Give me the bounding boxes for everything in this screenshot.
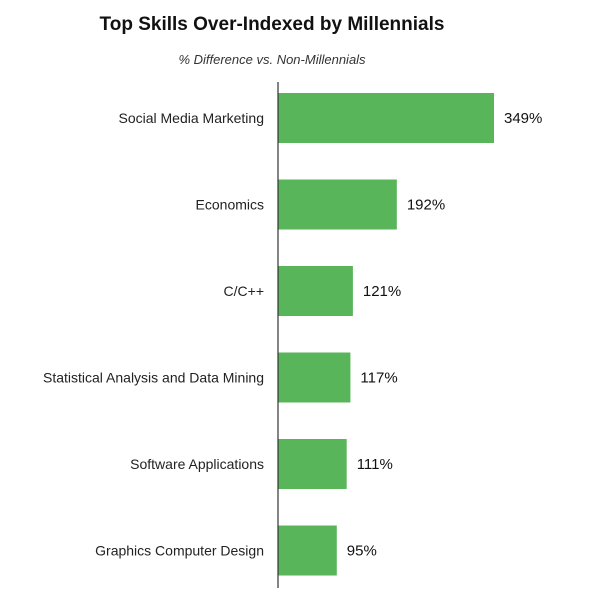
- value-label-2: 121%: [363, 283, 401, 300]
- value-label-1: 192%: [407, 197, 445, 214]
- bar-4: [278, 439, 347, 489]
- category-labels-group: Social Media Marketing Economics C/C++ Stat…: [43, 110, 264, 559]
- value-label-4: 111%: [357, 456, 393, 473]
- category-label-0: Social Media Marketing: [118, 110, 264, 126]
- bar-0: [278, 93, 494, 143]
- category-label-2: C/C++: [224, 283, 264, 299]
- value-labels-group: 349% 192% 121% 117% 111% 95%: [347, 110, 543, 560]
- bar-5: [278, 525, 337, 576]
- category-label-4: Software Applications: [130, 456, 264, 472]
- value-label-0: 349%: [504, 110, 542, 127]
- bars-group: [278, 93, 494, 576]
- category-label-1: Economics: [196, 197, 264, 213]
- value-label-5: 95%: [347, 543, 377, 560]
- value-label-3: 117%: [360, 370, 397, 387]
- category-label-5: Graphics Computer Design: [95, 543, 264, 559]
- bar-1: [278, 179, 397, 230]
- chart-title: Top Skills Over-Indexed by Millennials: [100, 14, 445, 35]
- bar-2: [278, 266, 353, 316]
- bar-3: [278, 352, 351, 403]
- category-label-3: Statistical Analysis and Data Mining: [43, 370, 264, 386]
- chart-subtitle: % Difference vs. Non-Millennials: [178, 52, 366, 67]
